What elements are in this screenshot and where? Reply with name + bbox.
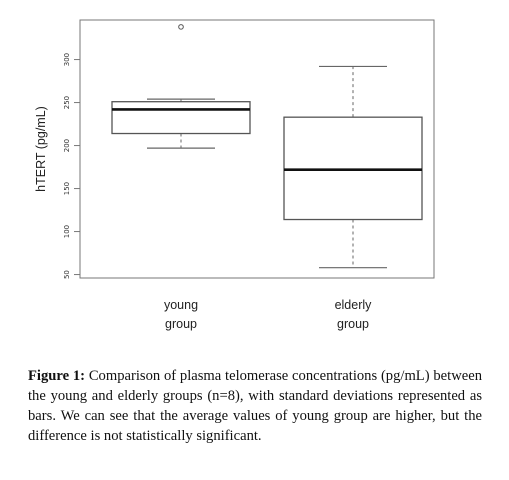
category-label-young-line2: group	[165, 317, 197, 331]
box-elderly	[283, 65, 423, 269]
boxplot-chart: 50 100 150 200 250 300 hTERT (pg/mL) young gr…	[34, 19, 435, 331]
outlier-point	[178, 24, 184, 30]
y-tick-label: 100	[63, 225, 71, 238]
box-series	[111, 24, 423, 269]
category-label-elderly-line2: group	[337, 317, 369, 331]
y-tick-label: 250	[63, 96, 71, 109]
x-category-labels: young group elderly group	[164, 298, 372, 331]
y-tick-label: 50	[63, 270, 71, 279]
y-tick-label: 300	[63, 53, 71, 66]
category-label-young-line1: young	[164, 298, 198, 312]
iqr-box	[111, 101, 251, 135]
y-tick-label: 200	[63, 139, 71, 152]
y-axis-label: hTERT (pg/mL)	[34, 106, 48, 192]
figure-caption: Figure 1: Comparison of plasma telomeras…	[28, 366, 482, 446]
box-young	[111, 24, 251, 149]
y-tick-label: 150	[63, 182, 71, 195]
caption-text: Comparison of plasma telomerase concentr…	[28, 368, 482, 444]
y-axis-ticks: 50 100 150 200 250 300	[63, 53, 80, 279]
category-label-elderly-line1: elderly	[335, 298, 373, 312]
caption-lead: Figure 1:	[28, 368, 86, 384]
